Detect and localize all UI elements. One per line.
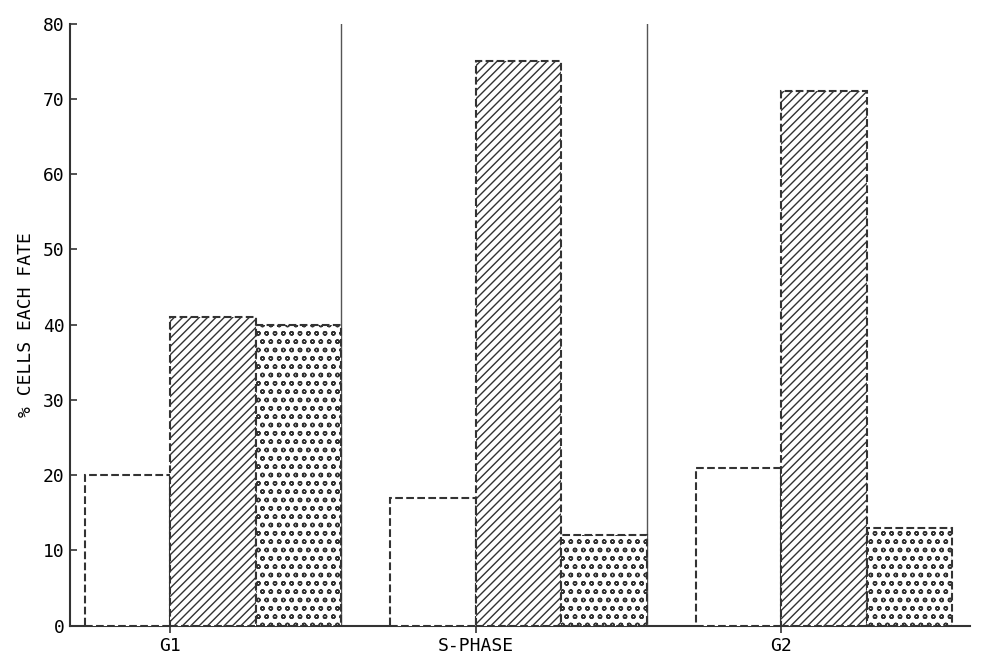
Bar: [85, 475, 171, 626]
Bar: [171, 317, 255, 626]
Y-axis label: % CELLS EACH FATE: % CELLS EACH FATE: [17, 232, 35, 417]
Bar: [561, 536, 646, 626]
Bar: [389, 498, 475, 626]
Bar: [475, 61, 561, 626]
Bar: [255, 325, 341, 626]
Bar: [780, 91, 866, 626]
Bar: [866, 528, 951, 626]
Bar: [695, 468, 780, 626]
